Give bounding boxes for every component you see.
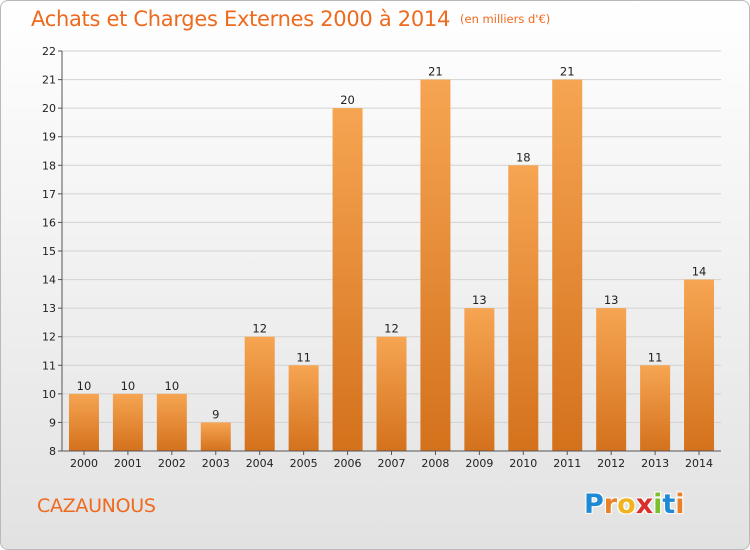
bar-2006 xyxy=(332,108,363,452)
x-tick-label: 2001 xyxy=(114,457,142,470)
x-tick-label: 2010 xyxy=(509,457,537,470)
x-tick-label: 2004 xyxy=(246,457,274,470)
bar-value-label: 18 xyxy=(516,150,531,164)
bar-2009 xyxy=(464,308,495,451)
logo-letter: i xyxy=(653,489,663,520)
bar-2007 xyxy=(376,336,407,451)
bar-value-label: 21 xyxy=(560,65,575,79)
y-tick-label: 12 xyxy=(42,331,56,344)
bar-value-label: 11 xyxy=(648,350,663,364)
y-tick-label: 22 xyxy=(42,45,56,58)
x-tick-label: 2009 xyxy=(465,457,493,470)
proxiti-logo: Proxiti xyxy=(584,489,685,520)
y-tick-label: 13 xyxy=(42,302,56,315)
y-tick-label: 11 xyxy=(42,359,56,372)
x-tick-label: 2014 xyxy=(685,457,713,470)
y-tick-label: 19 xyxy=(42,131,56,144)
bar-value-label: 10 xyxy=(121,379,136,393)
x-tick-label: 2006 xyxy=(334,457,362,470)
y-tick-label: 15 xyxy=(42,245,56,258)
x-tick-label: 2013 xyxy=(641,457,669,470)
logo-letter: t xyxy=(662,489,676,520)
logo-letter: i xyxy=(675,489,685,520)
x-tick-label: 2005 xyxy=(290,457,318,470)
bar-2014 xyxy=(684,279,715,451)
chart-unit: (en milliers d'€) xyxy=(460,12,551,26)
bar-value-label: 20 xyxy=(340,93,355,107)
commune-name: CAZAUNOUS xyxy=(37,495,156,517)
x-tick-label: 2011 xyxy=(553,457,581,470)
logo-letter: r xyxy=(603,489,618,520)
y-tick-label: 21 xyxy=(42,74,56,87)
x-tick-label: 2000 xyxy=(70,457,98,470)
bar-value-label: 13 xyxy=(472,293,487,307)
chart-title: Achats et Charges Externes 2000 à 2014 xyxy=(31,7,451,31)
x-tick-label: 2007 xyxy=(378,457,406,470)
title-block: Achats et Charges Externes 2000 à 2014 (e… xyxy=(31,7,550,31)
y-tick-label: 10 xyxy=(42,388,56,401)
bar-2001 xyxy=(112,393,143,451)
x-tick-label: 2008 xyxy=(421,457,449,470)
y-tick-label: 18 xyxy=(42,159,56,172)
bar-2005 xyxy=(288,365,319,451)
bar-2003 xyxy=(200,422,231,451)
bar-2010 xyxy=(508,165,539,452)
bar-value-label: 10 xyxy=(165,379,180,393)
bar-value-label: 12 xyxy=(384,322,399,336)
y-tick-label: 16 xyxy=(42,216,56,229)
bar-value-label: 12 xyxy=(252,322,267,336)
bar-2011 xyxy=(552,79,583,452)
bar-value-label: 9 xyxy=(212,407,219,421)
bar-value-label: 14 xyxy=(692,265,707,279)
x-tick-label: 2012 xyxy=(597,457,625,470)
bar-2008 xyxy=(420,79,451,452)
x-tick-label: 2003 xyxy=(202,457,230,470)
bar-value-label: 11 xyxy=(296,350,311,364)
y-tick-label: 9 xyxy=(49,416,56,429)
logo-letter: P xyxy=(584,489,604,520)
bar-2000 xyxy=(68,393,99,451)
y-tick-label: 20 xyxy=(42,102,56,115)
x-tick-label: 2002 xyxy=(158,457,186,470)
y-tick-label: 17 xyxy=(42,188,56,201)
y-tick-label: 8 xyxy=(49,445,56,458)
y-tick-label: 14 xyxy=(42,274,56,287)
bar-2002 xyxy=(156,393,187,451)
logo-letter: x xyxy=(635,489,654,520)
bar-value-label: 10 xyxy=(77,379,92,393)
bar-2012 xyxy=(596,308,627,451)
bar-value-label: 21 xyxy=(428,65,443,79)
bar-2004 xyxy=(244,336,275,451)
bar-2013 xyxy=(640,365,671,451)
logo-letter: o xyxy=(617,489,636,520)
bar-value-label: 13 xyxy=(604,293,619,307)
